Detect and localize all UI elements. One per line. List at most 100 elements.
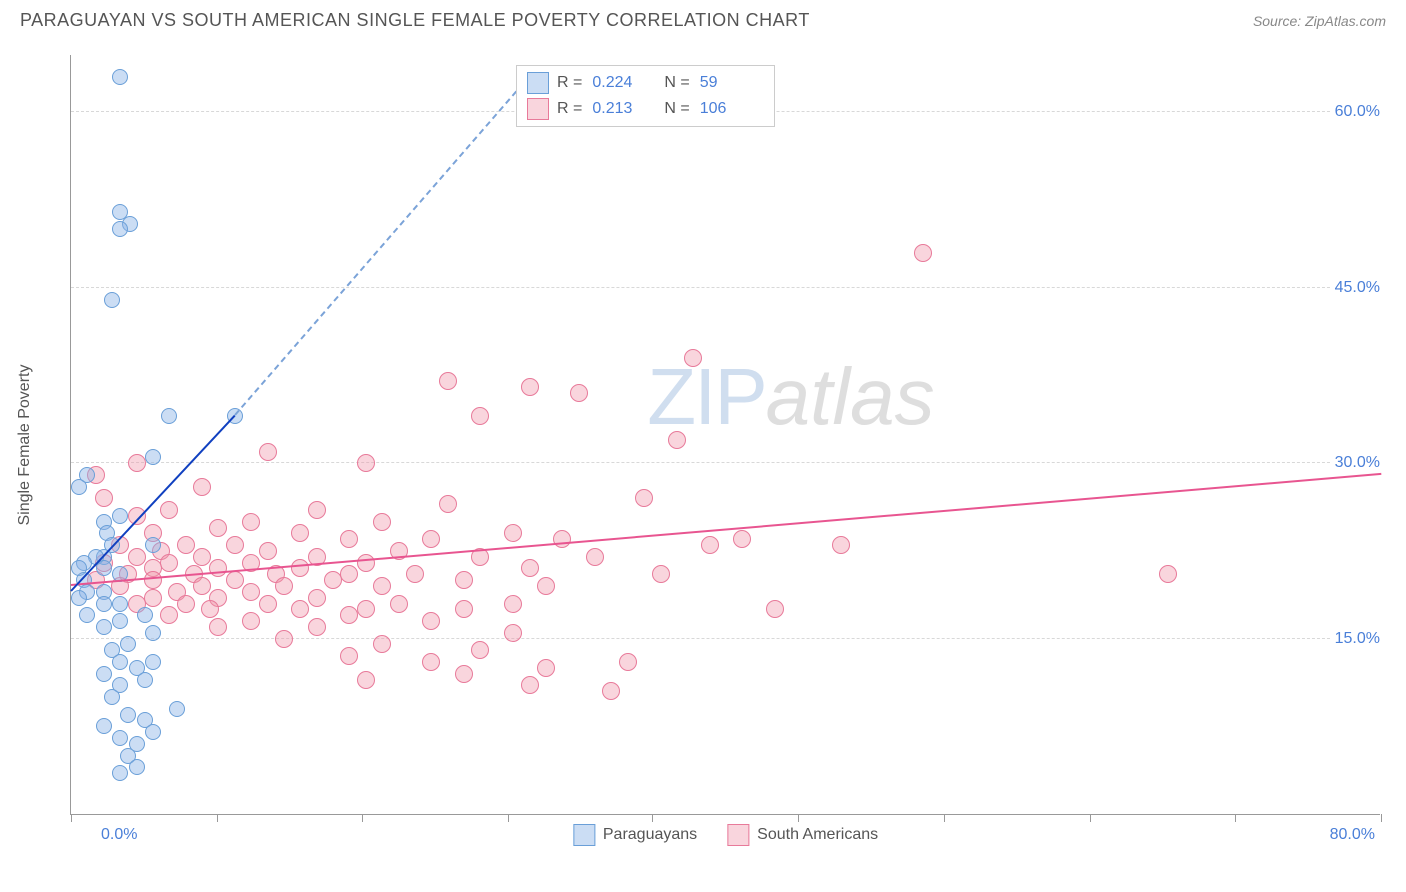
- scatter-point: [340, 565, 358, 583]
- scatter-point: [112, 765, 128, 781]
- legend-label-south-americans: South Americans: [757, 826, 878, 844]
- scatter-point: [390, 595, 408, 613]
- scatter-point: [340, 606, 358, 624]
- scatter-point: [137, 672, 153, 688]
- legend-row-paraguayans: R = 0.224 N = 59: [527, 70, 764, 96]
- scatter-point: [145, 625, 161, 641]
- chart-header: PARAGUAYAN VS SOUTH AMERICAN SINGLE FEMA…: [0, 0, 1406, 36]
- watermark-zip: ZIP: [647, 352, 765, 441]
- scatter-point: [357, 671, 375, 689]
- scatter-point: [177, 536, 195, 554]
- scatter-point: [652, 565, 670, 583]
- x-tick: [71, 814, 72, 822]
- scatter-point: [1159, 565, 1177, 583]
- scatter-point: [193, 478, 211, 496]
- scatter-point: [112, 596, 128, 612]
- scatter-point: [668, 431, 686, 449]
- scatter-point: [619, 653, 637, 671]
- scatter-point: [553, 530, 571, 548]
- scatter-point: [96, 718, 112, 734]
- legend-item-south-americans: South Americans: [727, 824, 878, 846]
- scatter-point: [291, 524, 309, 542]
- scatter-point: [766, 600, 784, 618]
- scatter-point: [357, 600, 375, 618]
- legend-swatch-south-americans: [527, 98, 549, 120]
- scatter-point: [504, 595, 522, 613]
- scatter-point: [259, 542, 277, 560]
- scatter-point: [145, 724, 161, 740]
- scatter-point: [422, 653, 440, 671]
- scatter-point: [95, 489, 113, 507]
- scatter-point: [160, 501, 178, 519]
- legend-swatch-paraguayans: [527, 72, 549, 94]
- scatter-point: [570, 384, 588, 402]
- trend-line: [71, 473, 1381, 586]
- scatter-point: [340, 530, 358, 548]
- legend-swatch-paraguayans: [573, 824, 595, 846]
- scatter-point: [471, 407, 489, 425]
- scatter-point: [439, 372, 457, 390]
- x-tick: [1235, 814, 1236, 822]
- chart-title: PARAGUAYAN VS SOUTH AMERICAN SINGLE FEMA…: [20, 10, 810, 31]
- x-tick: [1090, 814, 1091, 822]
- scatter-point: [242, 513, 260, 531]
- scatter-point: [259, 595, 277, 613]
- gridline: [71, 462, 1380, 463]
- x-tick: [362, 814, 363, 822]
- scatter-point: [308, 618, 326, 636]
- scatter-point: [291, 559, 309, 577]
- legend-correlation: R = 0.224 N = 59 R = 0.213 N = 106: [516, 65, 775, 127]
- gridline: [71, 287, 1380, 288]
- scatter-point: [128, 548, 146, 566]
- y-tick-label: 15.0%: [1331, 630, 1384, 648]
- scatter-point: [422, 612, 440, 630]
- legend-series: Paraguayans South Americans: [573, 824, 878, 846]
- scatter-point: [209, 519, 227, 537]
- scatter-point: [406, 565, 424, 583]
- x-tick: [217, 814, 218, 822]
- scatter-point: [504, 524, 522, 542]
- x-tick: [652, 814, 653, 822]
- scatter-point: [137, 607, 153, 623]
- scatter-point: [161, 408, 177, 424]
- legend-row-south-americans: R = 0.213 N = 106: [527, 96, 764, 122]
- watermark-atlas: atlas: [766, 352, 935, 441]
- legend-n-label: N =: [664, 100, 689, 118]
- x-tick: [944, 814, 945, 822]
- scatter-point: [373, 577, 391, 595]
- x-tick: [798, 814, 799, 822]
- legend-r-label: R =: [557, 100, 582, 118]
- legend-n-label: N =: [664, 74, 689, 92]
- scatter-point: [521, 378, 539, 396]
- scatter-point: [160, 554, 178, 572]
- scatter-point: [209, 618, 227, 636]
- scatter-point: [96, 619, 112, 635]
- scatter-point: [455, 600, 473, 618]
- scatter-point: [586, 548, 604, 566]
- scatter-point: [537, 659, 555, 677]
- legend-swatch-south-americans: [727, 824, 749, 846]
- scatter-point: [537, 577, 555, 595]
- scatter-point: [112, 613, 128, 629]
- trend-line-extrapolated: [234, 76, 530, 416]
- y-tick-label: 45.0%: [1331, 279, 1384, 297]
- scatter-point: [96, 596, 112, 612]
- scatter-point: [71, 590, 87, 606]
- legend-n-value-1: 106: [700, 100, 750, 118]
- scatter-point: [209, 559, 227, 577]
- scatter-point: [733, 530, 751, 548]
- scatter-point: [104, 689, 120, 705]
- scatter-point: [177, 595, 195, 613]
- scatter-point: [201, 600, 219, 618]
- scatter-point: [291, 600, 309, 618]
- scatter-point: [455, 571, 473, 589]
- scatter-point: [324, 571, 342, 589]
- scatter-point: [701, 536, 719, 554]
- scatter-point: [144, 589, 162, 607]
- scatter-point: [112, 730, 128, 746]
- scatter-point: [193, 577, 211, 595]
- legend-item-paraguayans: Paraguayans: [573, 824, 697, 846]
- scatter-point: [96, 666, 112, 682]
- scatter-point: [422, 530, 440, 548]
- scatter-point: [521, 676, 539, 694]
